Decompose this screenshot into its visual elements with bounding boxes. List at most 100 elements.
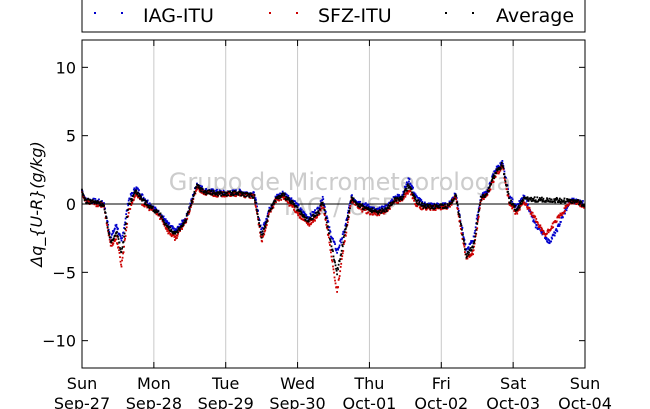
data-point [529, 209, 531, 212]
data-point [175, 237, 177, 240]
data-point [366, 204, 369, 207]
data-point [316, 207, 318, 210]
data-point [186, 214, 189, 216]
data-point [550, 240, 553, 243]
data-point [548, 242, 551, 245]
data-point [494, 169, 497, 172]
data-point [193, 190, 196, 193]
data-point [263, 222, 266, 224]
data-point [497, 166, 500, 169]
data-point [188, 208, 191, 211]
data-point [553, 199, 556, 202]
data-point [257, 210, 259, 212]
data-point [433, 205, 435, 207]
data-point [516, 212, 519, 215]
data-point [534, 220, 537, 223]
data-point [574, 199, 577, 202]
data-point [486, 192, 488, 195]
data-point [166, 220, 169, 223]
data-point [237, 194, 240, 196]
data-point [319, 200, 322, 202]
data-point [359, 206, 362, 209]
data-point [456, 201, 459, 204]
data-point [97, 205, 99, 208]
data-point [547, 241, 550, 244]
data-point [320, 207, 323, 210]
data-point [431, 202, 433, 205]
data-point [189, 206, 192, 208]
data-point [530, 212, 533, 215]
data-point [132, 193, 135, 196]
data-point [396, 193, 399, 196]
data-point [583, 205, 585, 208]
data-point [395, 197, 398, 200]
data-point [288, 199, 291, 201]
data-point [124, 217, 127, 220]
data-point [235, 193, 238, 196]
data-point [556, 230, 559, 233]
data-point [432, 204, 434, 207]
data-point [531, 197, 534, 200]
data-point [425, 207, 428, 209]
data-point [332, 250, 334, 253]
data-point [487, 191, 489, 194]
data-point [561, 199, 563, 202]
data-point [491, 174, 494, 177]
data-point [399, 200, 402, 203]
data-point [403, 192, 406, 195]
data-point [421, 204, 424, 207]
data-point [540, 226, 543, 229]
data-point [441, 207, 444, 209]
data-point [457, 209, 460, 212]
data-point [292, 204, 295, 207]
data-point [157, 210, 160, 213]
data-point [211, 191, 214, 193]
data-point [215, 192, 218, 195]
data-point [115, 235, 118, 238]
data-point [430, 202, 432, 205]
data-point [456, 207, 459, 209]
data-point [345, 219, 348, 221]
data-point [339, 270, 342, 273]
data-point [461, 226, 464, 229]
data-point [107, 223, 110, 226]
data-point [166, 225, 169, 228]
data-point [513, 208, 516, 211]
data-point [413, 195, 415, 197]
data-point [204, 189, 207, 192]
data-point [507, 193, 509, 196]
data-point [537, 200, 540, 202]
data-point [127, 204, 130, 207]
data-point [433, 203, 436, 206]
data-point [431, 207, 433, 209]
data-point [559, 221, 562, 223]
data-point [119, 235, 122, 238]
data-point [477, 207, 480, 210]
data-point [312, 221, 314, 223]
data-point [134, 191, 137, 193]
data-point [226, 193, 229, 196]
data-point [389, 201, 392, 204]
data-point [147, 203, 150, 206]
data-point [515, 204, 518, 207]
data-point [539, 224, 542, 227]
data-point [107, 232, 110, 234]
data-point [297, 214, 300, 217]
data-point [402, 190, 405, 193]
data-point [329, 244, 331, 246]
data-point [330, 255, 333, 258]
data-point [241, 193, 244, 196]
data-point [448, 204, 450, 207]
data-point [520, 202, 523, 205]
data-point [547, 228, 549, 231]
data-point [333, 241, 336, 244]
data-point [572, 197, 575, 200]
data-point [353, 203, 356, 206]
data-point [162, 219, 165, 222]
data-point [518, 206, 521, 209]
data-point [488, 189, 490, 192]
data-point [384, 204, 387, 207]
data-point [540, 196, 543, 199]
data-point [522, 194, 525, 197]
data-point [478, 204, 481, 207]
